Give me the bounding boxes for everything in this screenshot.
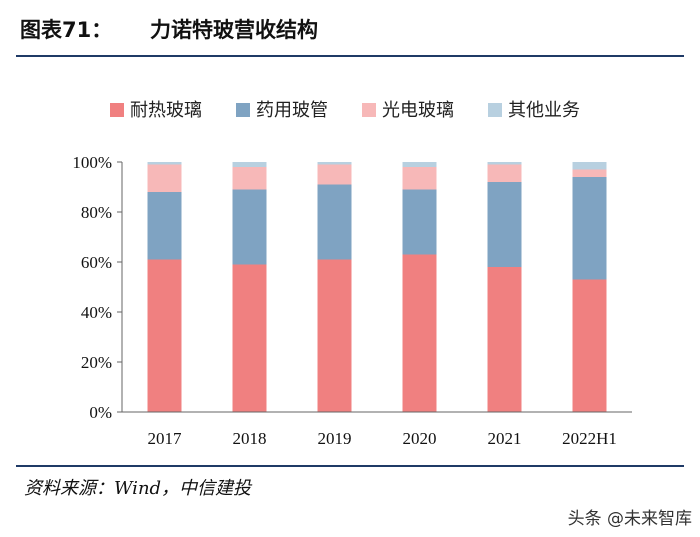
y-axis: 0% 20% 40% 60% 80% 100% xyxy=(72,153,123,422)
bar-segment xyxy=(487,162,522,165)
bar-segment xyxy=(572,177,607,280)
figure-number: 图表71： xyxy=(20,18,113,42)
x-tick-label: 2017 xyxy=(148,429,183,448)
bar-segment xyxy=(572,279,607,412)
bar-segment xyxy=(232,167,267,190)
x-tick-label: 2019 xyxy=(318,429,352,448)
y-tick-label: 20% xyxy=(81,353,112,372)
bar-segment xyxy=(147,162,182,165)
bar-segment xyxy=(317,259,352,412)
legend-swatch xyxy=(488,103,502,117)
stacked-bar-chart: 耐热玻璃 药用玻管 光电玻璃 其他业务 0% 20% 40% 60% 80% 100% 2017… xyxy=(72,100,632,448)
legend-swatch xyxy=(236,103,250,117)
x-tick-label: 2021 xyxy=(488,429,522,448)
bar-segment xyxy=(402,189,437,255)
legend-swatch xyxy=(362,103,376,117)
legend-label: 光电玻璃 xyxy=(382,100,454,121)
bar-segment xyxy=(147,164,182,192)
y-tick-label: 60% xyxy=(81,253,112,272)
bars-group xyxy=(147,162,607,412)
bar-segment xyxy=(232,264,267,412)
y-tick-label: 0% xyxy=(89,403,112,422)
legend-label: 耐热玻璃 xyxy=(130,100,202,121)
x-tick-label: 2018 xyxy=(233,429,267,448)
bar-segment xyxy=(232,162,267,167)
y-tick-label: 80% xyxy=(81,203,112,222)
legend-swatch xyxy=(110,103,124,117)
y-tick-label: 40% xyxy=(81,303,112,322)
y-tick-label: 100% xyxy=(72,153,112,172)
bar-segment xyxy=(572,162,607,170)
bar-segment xyxy=(402,162,437,167)
x-axis: 2017 2018 2019 2020 2021 2022H1 xyxy=(122,411,632,448)
figure-header: 图表71： 力诺特玻营收结构 xyxy=(0,0,700,56)
bar-segment xyxy=(317,164,352,185)
source-note: 资料来源：Wind，中信建投 xyxy=(24,478,252,499)
x-tick-label: 2020 xyxy=(403,429,437,448)
bar-segment xyxy=(147,192,182,260)
watermark: 头条 @未来智库 xyxy=(568,504,692,529)
bar-segment xyxy=(317,184,352,260)
x-tick-label: 2022H1 xyxy=(562,429,617,448)
figure-title: 力诺特玻营收结构 xyxy=(150,18,318,42)
header-divider xyxy=(16,55,684,57)
bar-segment xyxy=(147,259,182,412)
bar-segment xyxy=(572,169,607,177)
bar-segment xyxy=(402,254,437,412)
bar-segment xyxy=(402,167,437,190)
bar-segment xyxy=(487,164,522,182)
legend-label: 其他业务 xyxy=(508,100,580,121)
footer-divider xyxy=(16,465,684,467)
bar-segment xyxy=(317,162,352,165)
chart-legend: 耐热玻璃 药用玻管 光电玻璃 其他业务 xyxy=(110,100,580,121)
bar-segment xyxy=(487,267,522,412)
bar-segment xyxy=(487,182,522,267)
bar-segment xyxy=(232,189,267,265)
watermark-text: 头条 @未来智库 xyxy=(567,509,692,529)
legend-label: 药用玻管 xyxy=(256,100,328,121)
